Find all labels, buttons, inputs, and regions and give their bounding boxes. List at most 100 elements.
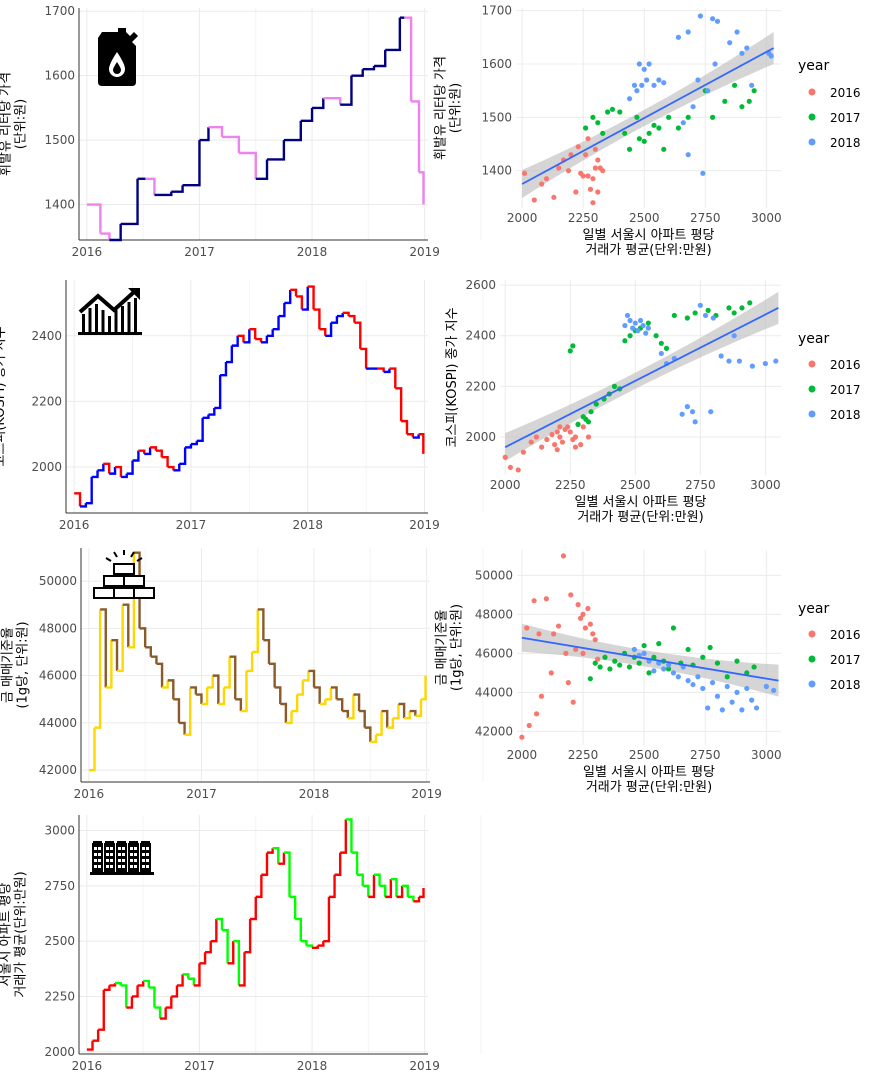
scatter-point	[656, 660, 662, 666]
scatter-point	[749, 363, 755, 369]
x-tick-label: 2750	[690, 211, 721, 225]
scatter-point	[585, 136, 591, 142]
line-step-segment	[272, 316, 280, 331]
scatter-point	[551, 631, 557, 637]
building-roof	[129, 841, 138, 844]
scatter-point	[533, 711, 540, 717]
line-step-segment	[272, 846, 280, 864]
line-step-segment	[325, 687, 333, 701]
line-step-segment	[120, 178, 139, 226]
x-tick-label: 2750	[685, 478, 716, 492]
line-step-segment	[280, 702, 288, 723]
scatter-point	[543, 176, 550, 182]
y-axis-title-line: (단위:원)	[449, 83, 464, 133]
scatter-point	[637, 317, 644, 324]
line-step-segment	[398, 702, 406, 719]
line-step-segment	[360, 347, 368, 369]
scatter-point	[685, 114, 691, 120]
line-step-segment	[210, 919, 218, 943]
gold-bar	[133, 587, 155, 599]
line-step-segment	[179, 447, 187, 465]
scatter-point	[685, 29, 691, 35]
line-step-segment	[300, 939, 308, 946]
line-step-segment	[354, 321, 362, 349]
building-window	[130, 865, 133, 868]
y-axis-title-line: 금 매매기준율	[1, 627, 16, 703]
y-tick-label: 2000	[31, 460, 62, 474]
scatter-point	[643, 330, 649, 336]
scatter-point	[565, 424, 571, 430]
scatter-point	[585, 434, 592, 440]
scatter-point	[590, 631, 596, 637]
scatter-point	[587, 186, 594, 192]
x-tick-label: 2017	[176, 518, 207, 532]
y-axis-title: 금 매매기준율(1g당, 단위:원)	[435, 604, 465, 691]
line-step-segment	[301, 286, 309, 311]
line-step-segment	[171, 185, 184, 193]
scatter-point	[695, 674, 701, 680]
scatter-point	[747, 300, 753, 306]
scatter-point	[641, 650, 647, 656]
scatter-point	[565, 168, 572, 174]
scatter-point	[729, 699, 735, 705]
line-step-segment	[392, 704, 400, 720]
scatter-point	[656, 125, 662, 131]
shine-ray	[113, 551, 118, 558]
scatter-point	[595, 189, 601, 195]
line-step-segment	[176, 974, 184, 987]
line-step-segment	[278, 302, 286, 318]
line-step-segment	[225, 345, 234, 364]
line-step-segment	[373, 49, 387, 68]
y-axis-title-line: (단위:원)	[14, 99, 29, 149]
y-tick-label: 48000	[39, 621, 77, 635]
building-window	[122, 865, 125, 868]
scatter-point	[635, 328, 641, 334]
line-step-segment	[336, 312, 344, 318]
line-step-segment	[351, 851, 359, 875]
scatter-point	[575, 144, 581, 150]
gold-scatter-chart: 2000 2250 2500 2750 3000 42000 44000 46000 48000…	[435, 550, 782, 795]
line-step-segment	[165, 996, 173, 1009]
line-step-segment	[160, 1007, 167, 1020]
scatter-point	[675, 34, 682, 40]
line-step-segment	[221, 928, 229, 964]
line-step-segment	[274, 686, 282, 704]
scatter-point	[697, 302, 703, 308]
line-step-segment	[255, 159, 269, 180]
line-step-segment	[407, 895, 415, 902]
building-window	[134, 853, 137, 856]
scatter-point	[727, 40, 733, 46]
scatter-point	[624, 312, 631, 319]
scatter-point	[734, 658, 740, 664]
scatter-point	[526, 722, 532, 729]
x-tick-label: 2017	[186, 787, 217, 801]
y-tick-label: 50000	[475, 568, 513, 582]
line-step-segment	[103, 985, 111, 992]
scatter-point	[646, 670, 652, 676]
line-step-segment	[409, 709, 417, 716]
scatter-point	[734, 689, 740, 695]
scatter-point	[595, 656, 601, 662]
x-tick-label: 2017	[184, 245, 215, 259]
scatter-point	[580, 424, 586, 430]
line-step-segment	[154, 191, 173, 197]
shine-ray	[105, 557, 112, 562]
scatter-point	[543, 596, 549, 602]
line-step-segment	[202, 414, 210, 420]
legend-swatch-2017	[808, 655, 816, 663]
scatter-point	[575, 421, 581, 427]
scatter-point	[641, 66, 647, 72]
line-step-segment	[94, 609, 102, 729]
line-step-segment	[255, 337, 263, 343]
building-window	[118, 865, 121, 868]
scatter-point	[762, 360, 768, 367]
line-step-segment	[336, 698, 344, 712]
scatter-point	[744, 45, 750, 51]
y-tick-label: 1500	[44, 133, 75, 147]
bar-stroke	[95, 304, 98, 334]
line-step-segment	[290, 288, 298, 297]
x-axis-title-line: 일별 서울시 아파트 평당	[583, 765, 715, 780]
y-tick-label: 2400	[465, 329, 496, 343]
line-step-segment	[92, 1029, 100, 1042]
gold-bar	[103, 575, 125, 587]
